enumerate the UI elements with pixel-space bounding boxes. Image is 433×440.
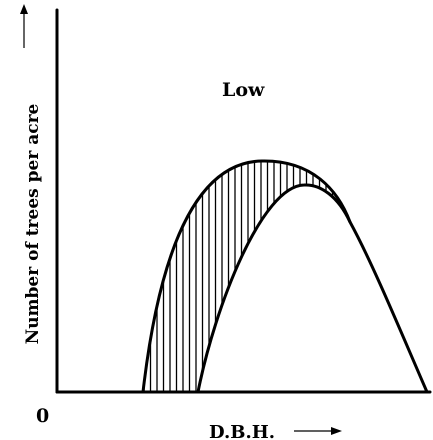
- x-axis-label: D.B.H.: [209, 422, 275, 440]
- removed-trees-shaded-area: [143, 160, 350, 392]
- curve-label: Low: [222, 79, 265, 101]
- up-arrow-icon: [20, 4, 28, 48]
- outer-distribution-curve: [141, 159, 352, 394]
- inner-distribution-curve: [196, 183, 429, 394]
- y-axis-label: Number of trees per acre: [23, 103, 43, 344]
- right-arrow-icon: [294, 427, 342, 435]
- origin-label: 0: [36, 405, 49, 427]
